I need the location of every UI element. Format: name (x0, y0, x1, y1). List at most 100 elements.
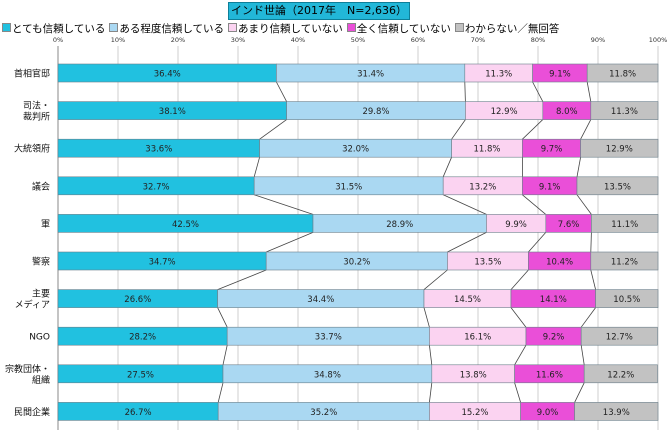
legend-label: とても信頼している (12, 23, 106, 35)
data-label: 9.1% (539, 182, 561, 192)
category-label: NGO (29, 333, 50, 343)
legend-entry: 全く信頼していない (346, 22, 451, 36)
series-connector-line (447, 232, 487, 253)
data-label: 33.7% (315, 333, 342, 343)
series-connector-line (217, 307, 228, 328)
series-connector-line (276, 81, 287, 102)
category-label-line: 軍 (41, 219, 50, 230)
data-label: 11.3% (485, 70, 512, 80)
data-label: 36.4% (154, 70, 181, 80)
category-label: 警察 (32, 256, 50, 268)
legend-swatch (2, 23, 11, 32)
data-label: 34.8% (314, 370, 341, 380)
data-label: 11.8% (473, 145, 500, 155)
category-label-line: メディア (15, 299, 50, 311)
data-label: 13.9% (603, 408, 630, 418)
data-label: 13.5% (474, 258, 501, 268)
series-connector-line (580, 119, 592, 140)
series-connector-line (522, 119, 544, 140)
category-label: 民間企業 (14, 406, 50, 418)
data-label: 26.6% (124, 295, 151, 305)
series-connector-line (464, 81, 466, 102)
legend-label: 全く信頼していない (356, 23, 451, 35)
series-connector-line (580, 307, 596, 328)
legend-entry: わからない／無回答 (454, 22, 559, 36)
category-label-line: 首相官邸 (14, 68, 50, 80)
x-tick-label: 60% (411, 36, 425, 44)
data-label: 9.9% (505, 220, 527, 230)
bar-segment (586, 63, 659, 83)
data-label: 14.5% (454, 295, 481, 305)
series-connector-line (254, 194, 314, 215)
series-connector-line (586, 81, 592, 102)
series-connector-line (574, 382, 585, 403)
series-connector-line (443, 194, 487, 215)
data-label: 9.2% (543, 333, 565, 343)
data-label: 34.7% (149, 258, 176, 268)
series-connector-line (522, 194, 547, 215)
x-tick-label: 20% (171, 36, 185, 44)
bar-segment (576, 176, 659, 196)
category-label-line: 民間企業 (14, 406, 50, 418)
data-label: 42.5% (172, 220, 199, 230)
x-tick-label: 40% (291, 36, 305, 44)
series-connector-line (217, 269, 267, 290)
series-connector-line (528, 232, 547, 253)
data-label: 26.7% (125, 408, 152, 418)
data-label: 9.1% (549, 70, 571, 80)
bar-segment (590, 101, 659, 120)
data-label: 11.1% (611, 220, 638, 230)
data-label: 8.0% (556, 107, 578, 117)
legend-entry: ある程度信頼している (109, 22, 224, 36)
data-label: 11.6% (536, 370, 563, 380)
data-label: 11.2% (611, 258, 638, 268)
x-tick-label: 100% (649, 36, 668, 44)
data-label: 11.3% (611, 107, 638, 117)
category-label: 軍 (41, 219, 50, 230)
bar-segment (591, 214, 659, 233)
data-label: 31.5% (335, 182, 362, 192)
data-label: 12.9% (606, 145, 633, 155)
series-connector-line (423, 307, 430, 328)
category-label: 大統領府 (14, 143, 50, 155)
category-label: 首相官邸 (14, 68, 50, 80)
data-label: 10.4% (546, 258, 573, 268)
legend-swatch (346, 23, 356, 32)
series-connector-line (510, 269, 529, 290)
data-label: 12.9% (491, 107, 518, 117)
series-connector-line (451, 119, 466, 140)
category-label-line: 司法・ (23, 100, 50, 112)
data-label: 28.9% (386, 220, 413, 230)
bar-segment (590, 251, 659, 271)
data-label: 7.6% (558, 220, 580, 230)
data-label: 13.2% (469, 182, 496, 192)
category-label-line: 組織 (32, 374, 50, 386)
legend-label: あまり信頼していない (238, 23, 343, 35)
data-label: 32.7% (143, 182, 170, 192)
series-connector-line (580, 345, 585, 365)
data-label: 38.1% (159, 107, 186, 117)
x-tick-label: 30% (231, 36, 245, 44)
series-connector-line (514, 344, 527, 366)
x-tick-label: 0% (53, 36, 63, 44)
category-label: 主要メディア (15, 288, 50, 311)
series-connector-line (222, 345, 228, 365)
series-connector-line (442, 157, 452, 177)
series-connector-line (429, 382, 433, 403)
legend-swatch (454, 23, 464, 32)
series-connector-line (259, 119, 287, 140)
category-label-line: 警察 (32, 256, 50, 268)
data-label: 32.0% (342, 145, 369, 155)
x-tick-label: 70% (471, 36, 485, 44)
data-label: 29.8% (362, 107, 389, 117)
data-label: 13.5% (604, 182, 631, 192)
category-label: 司法・裁判所 (23, 100, 50, 123)
series-connector-line (514, 382, 521, 403)
chart-title: インド世論（2017年 N=2,636） (228, 2, 410, 20)
legend-entry: あまり信頼していない (228, 22, 343, 36)
data-label: 16.1% (464, 333, 491, 343)
data-label: 15.2% (461, 408, 488, 418)
legend-entry: とても信頼している (2, 22, 105, 36)
